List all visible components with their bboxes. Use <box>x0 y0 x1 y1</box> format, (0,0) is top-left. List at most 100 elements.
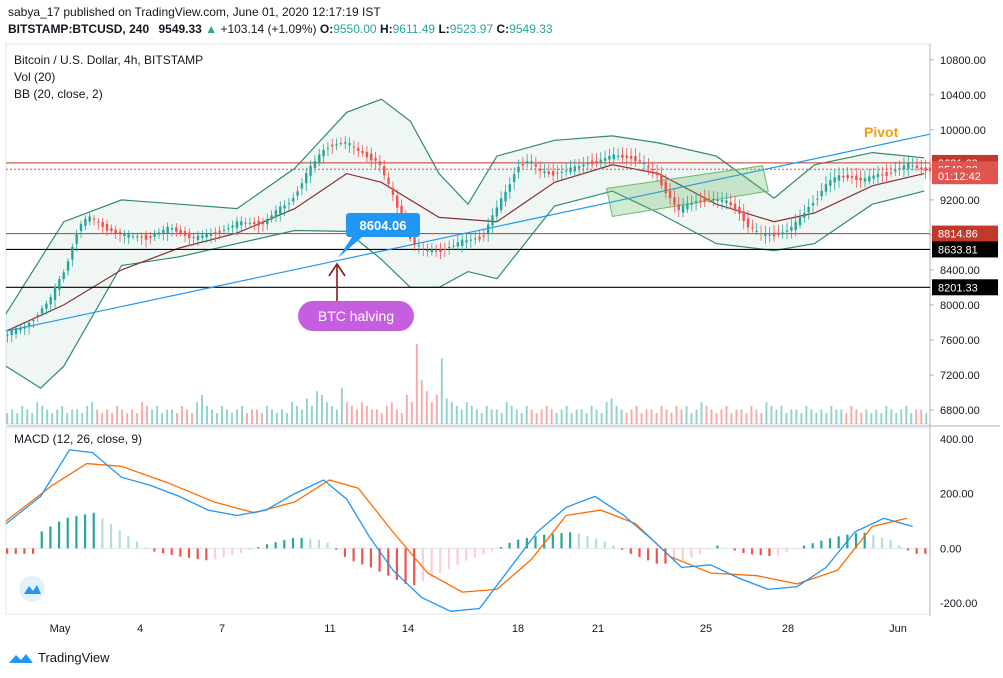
volume-bar <box>690 413 693 424</box>
candle-body <box>560 171 563 173</box>
candle-body <box>907 162 910 169</box>
candle-body <box>495 207 499 217</box>
volume-bar <box>880 413 883 424</box>
macd-histogram-bar <box>257 547 260 549</box>
macd-histogram-bar <box>57 521 61 549</box>
volume-bar <box>730 413 733 424</box>
bollinger-legend: BB (20, close, 2) <box>14 87 103 101</box>
volume-bar <box>375 409 378 424</box>
macd-histogram-bar <box>352 548 355 562</box>
cloud-icon-glyph <box>24 585 41 594</box>
volume-bar <box>91 402 94 424</box>
candle-body <box>326 148 330 150</box>
candle-body <box>868 176 871 182</box>
macd-histogram-bar <box>49 526 52 549</box>
volume-bar <box>226 409 228 424</box>
candle-body <box>45 303 48 309</box>
candle-body <box>920 167 923 170</box>
volume-bar <box>186 409 189 424</box>
volume-bar <box>121 409 124 424</box>
volume-bar <box>755 409 758 424</box>
macd-histogram-bar <box>491 548 494 552</box>
candle-body <box>768 234 771 236</box>
volume-bar <box>765 402 768 424</box>
macd-histogram-bar <box>66 517 69 549</box>
volume-bar <box>580 409 583 424</box>
candle-body <box>816 198 819 200</box>
candle-body <box>140 236 143 238</box>
candle-body <box>634 155 637 162</box>
macd-histogram-bar <box>785 548 788 553</box>
volume-bar <box>630 409 633 424</box>
volume-bar <box>510 405 513 424</box>
macd-histogram-bar <box>569 532 572 549</box>
candle-body <box>608 155 611 160</box>
price-tick-label: 10400.00 <box>940 90 986 102</box>
candle-body <box>218 230 221 233</box>
candle-body <box>274 210 278 218</box>
candle-body <box>439 249 442 253</box>
bollinger-basis-line <box>5 164 925 332</box>
volume-bar <box>415 344 418 424</box>
volume-bar <box>276 413 278 424</box>
macd-histogram-bar <box>213 548 217 560</box>
volume-bar <box>645 409 648 424</box>
candle-body <box>625 155 628 158</box>
candle-body <box>105 223 109 231</box>
volume-bar <box>231 413 233 424</box>
macd-histogram-bar <box>291 538 295 549</box>
macd-histogram-bar <box>742 548 745 554</box>
candle-body <box>569 167 572 173</box>
volume-bar <box>300 409 303 424</box>
volume-bar <box>640 413 643 424</box>
candle-body <box>911 165 914 167</box>
candle-body <box>287 203 291 205</box>
volume-bar <box>610 398 613 424</box>
volume-bar <box>665 409 668 424</box>
chart-title: Bitcoin / U.S. Dollar, 4h, BITSTAMP <box>14 53 204 67</box>
volume-bar <box>161 413 164 424</box>
volume-bar <box>315 391 318 424</box>
macd-histogram-bar <box>75 516 78 549</box>
volume-bar <box>505 402 508 424</box>
candle-body <box>712 198 715 201</box>
candle-body <box>898 168 901 170</box>
candle-body <box>551 170 555 176</box>
candle-body <box>253 222 256 225</box>
macd-histogram-bar <box>716 545 719 549</box>
volume-bar <box>750 405 753 424</box>
volume-bar <box>51 413 54 424</box>
candle-body <box>842 175 845 178</box>
candle-body <box>88 216 91 222</box>
candle-body <box>426 250 429 252</box>
volume-bar <box>850 405 853 424</box>
macd-tick-label: -200.00 <box>940 598 977 610</box>
macd-histogram-bar <box>265 544 269 549</box>
change-arrow-icon: ▲ <box>205 22 218 36</box>
candle-body <box>391 187 395 195</box>
candle-body <box>582 164 585 167</box>
candle-body <box>794 221 797 231</box>
macd-histogram-bar <box>863 532 866 549</box>
macd-histogram-bar <box>673 548 676 563</box>
price-badge <box>932 168 998 185</box>
candle-body <box>188 232 191 239</box>
volume-bar <box>875 409 878 424</box>
price-badge <box>932 279 998 296</box>
candle-body <box>833 177 836 183</box>
volume-bar <box>480 413 483 424</box>
volume-bar <box>46 409 49 424</box>
candle-body <box>746 218 750 228</box>
volume-bar <box>650 409 653 424</box>
candle-body <box>846 175 849 179</box>
volume-bar <box>16 413 19 424</box>
tradingview-brand[interactable]: TradingView <box>8 650 110 665</box>
candle-body <box>335 144 338 146</box>
volume-bar <box>490 409 493 424</box>
volume-bar <box>156 405 159 424</box>
macd-histogram-bar <box>854 533 858 549</box>
volume-bar <box>11 409 14 424</box>
price-badge-label: 01:12:42 <box>938 171 981 183</box>
volume-bar <box>495 409 498 424</box>
